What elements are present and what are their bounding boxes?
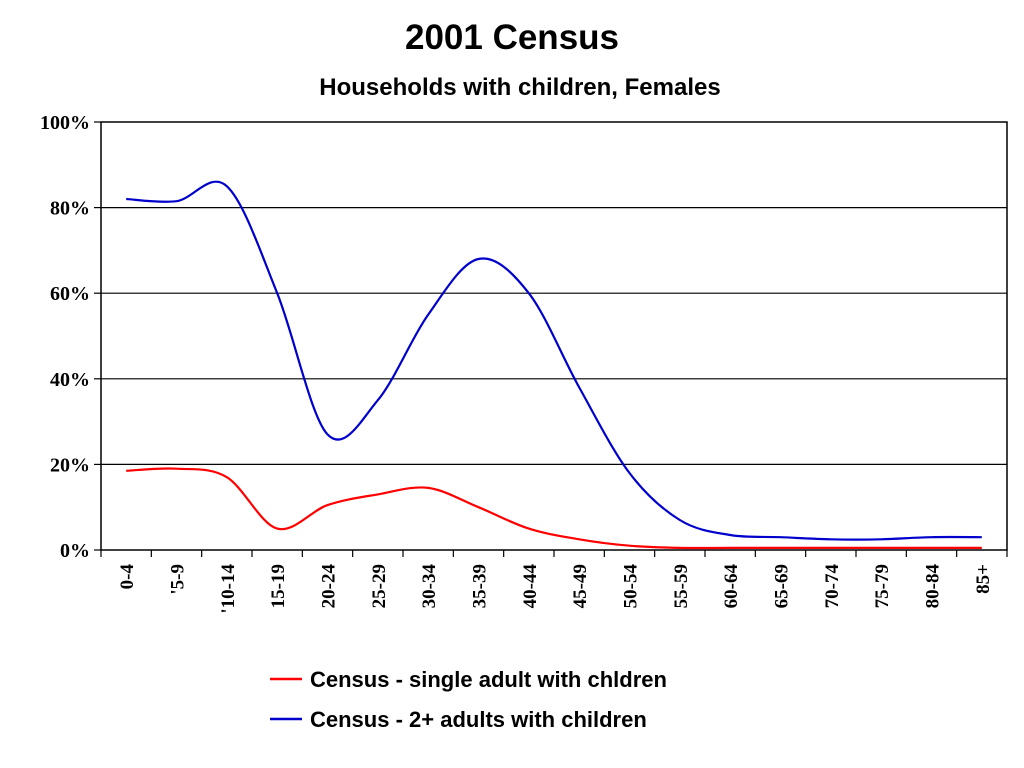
x-tick-label: 65-69: [772, 564, 793, 608]
series-lines: [126, 180, 982, 550]
y-tick-label: 20%: [50, 454, 90, 476]
x-axis: 0-4 '5-9 '10-14 15-19 20-24 25-29 30-34 35-39 40…: [100, 550, 1008, 614]
x-tick-label: '10-14: [218, 564, 239, 614]
x-tick-label: 80-84: [923, 564, 944, 609]
x-tick-label: 25-29: [369, 564, 390, 608]
legend: Census - single adult with chldren Census…: [270, 667, 667, 732]
chart-subtitle: Households with children, Females: [319, 74, 721, 101]
x-tick-label: 45-49: [570, 564, 591, 608]
y-tick-label: 0%: [60, 540, 90, 562]
y-tick-label: 60%: [50, 283, 90, 305]
x-tick-label: '5-9: [168, 564, 189, 595]
series-line-2: [126, 180, 982, 541]
x-tick-label: 15-19: [268, 564, 289, 608]
x-tick-label: 75-79: [872, 564, 893, 608]
y-tick-label: 40%: [50, 369, 90, 391]
x-tick-label: 55-59: [671, 564, 692, 608]
x-tick-label: 70-74: [822, 564, 843, 609]
x-tick-label: 30-34: [419, 564, 440, 609]
x-tick-label: 40-44: [520, 564, 541, 609]
y-tick-label: 100%: [40, 112, 90, 134]
y-axis: 0% 20% 40% 60% 80% 100%: [40, 112, 101, 562]
x-tick-label: 0-4: [117, 564, 138, 590]
legend-label-2: Census - 2+ adults with children: [310, 707, 647, 732]
legend-label-1: Census - single adult with chldren: [310, 667, 667, 692]
x-tick-label: 35-39: [470, 564, 491, 608]
series-line-1: [126, 467, 982, 550]
y-tick-label: 80%: [50, 198, 90, 220]
gridlines: [101, 207, 1007, 465]
chart-title: 2001 Census: [404, 18, 620, 57]
x-tick-label: 20-24: [319, 564, 340, 609]
x-tick-label: 60-64: [721, 564, 742, 609]
x-tick-label: 85+: [973, 564, 994, 594]
x-tick-label: 50-54: [621, 564, 642, 609]
